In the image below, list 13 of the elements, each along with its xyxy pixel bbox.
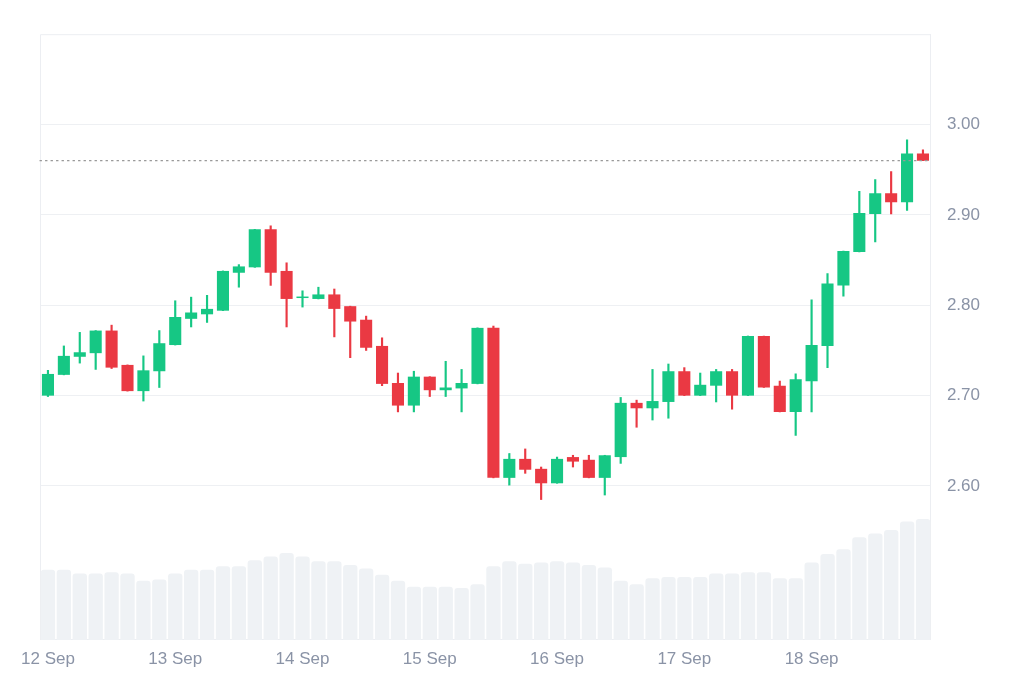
x-tick-label: 15 Sep [402,649,457,669]
x-tick-label: 17 Sep [657,649,712,669]
x-tick-label: 16 Sep [530,649,584,669]
x-tick-label: 13 Sep [148,649,203,669]
y-tick-label: 2.80 [946,294,981,314]
y-tick-label: 2.90 [946,204,981,224]
candlestick [646,369,659,421]
x-tick-label: 18 Sep [784,649,839,669]
y-tick-label: 2.60 [946,475,981,495]
y-tick-label: 2.70 [946,385,981,405]
x-tick-label: 14 Sep [275,649,330,669]
x-tick-label: 12 Sep [21,649,75,669]
y-tick-label: 3.00 [946,114,981,134]
